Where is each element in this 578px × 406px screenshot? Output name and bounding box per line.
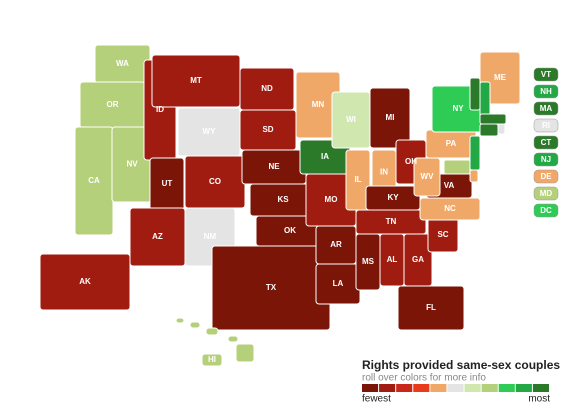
- state-key-label: MD: [540, 189, 553, 198]
- state-key-box[interactable]: [533, 118, 559, 133]
- state-label: CA: [88, 176, 100, 185]
- state-label: ND: [261, 84, 273, 93]
- state-label: NM: [204, 232, 217, 241]
- state-label: GA: [412, 255, 424, 264]
- small-state-keys: VT NH MA RI CT NJ DE MD DC: [533, 67, 559, 218]
- legend: Rights provided same-sex couples roll ov…: [362, 358, 560, 405]
- state-label: IN: [380, 168, 388, 177]
- state-shape[interactable]: [397, 285, 465, 331]
- state-label: MT: [190, 76, 202, 85]
- state-label-box: [201, 353, 223, 367]
- legend-subtitle: roll over colors for more info: [362, 373, 486, 384]
- state-label: IA: [321, 152, 329, 161]
- state-label: WA: [116, 59, 129, 68]
- legend-swatch[interactable]: [498, 384, 515, 392]
- state-label: KS: [277, 195, 289, 204]
- legend-swatch[interactable]: [532, 384, 549, 392]
- state-label: FL: [426, 303, 436, 312]
- state-label: KY: [387, 193, 399, 202]
- state-key-label: DC: [540, 206, 552, 215]
- legend-swatch[interactable]: [447, 384, 464, 392]
- state-label: WY: [203, 127, 217, 136]
- state-shape[interactable]: [469, 169, 479, 183]
- state-shape[interactable]: [235, 343, 255, 363]
- state-key-label: NH: [540, 87, 552, 96]
- state-key-label: NJ: [541, 155, 551, 164]
- state-label: TN: [386, 217, 397, 226]
- state-label: UT: [162, 179, 173, 188]
- state-label: SC: [437, 230, 448, 239]
- legend-swatch[interactable]: [413, 384, 430, 392]
- state-label: MI: [386, 113, 395, 122]
- state-label: AK: [79, 277, 91, 286]
- state-label: NY: [452, 104, 464, 113]
- state-label: OH: [405, 157, 417, 166]
- state-label: MO: [325, 195, 338, 204]
- state-key-box[interactable]: [533, 101, 559, 116]
- legend-swatch[interactable]: [464, 384, 481, 392]
- state-label: ID: [156, 105, 164, 114]
- state-label: MN: [312, 100, 325, 109]
- state-key-label: MA: [540, 104, 553, 113]
- legend-swatch[interactable]: [481, 384, 498, 392]
- state-key-box[interactable]: [533, 203, 559, 218]
- state-label: WI: [346, 115, 356, 124]
- legend-swatch[interactable]: [396, 384, 413, 392]
- state-label: VA: [444, 181, 455, 190]
- state-label: MS: [362, 257, 375, 266]
- state-labels: WA OR CA NV ID MT WY UT CO AZ NM ND SD NE KS OK TX MN IA MO…: [79, 59, 506, 364]
- state-shape[interactable]: [369, 87, 411, 149]
- legend-swatch[interactable]: [430, 384, 447, 392]
- state-shape[interactable]: [205, 327, 219, 336]
- state-label: SD: [262, 125, 273, 134]
- legend-high: most: [528, 394, 550, 405]
- state-label: LA: [333, 279, 344, 288]
- state-label: IL: [354, 175, 361, 184]
- state-shape[interactable]: [479, 113, 507, 125]
- legend-swatch[interactable]: [379, 384, 396, 392]
- state-label: TX: [266, 283, 277, 292]
- state-label: NE: [268, 162, 280, 171]
- state-shapes: [39, 44, 521, 367]
- state-key-label: DE: [540, 172, 552, 181]
- state-key-box[interactable]: [533, 169, 559, 184]
- state-label: PA: [446, 139, 457, 148]
- state-label: HI: [208, 355, 216, 364]
- state-shape[interactable]: [227, 335, 239, 343]
- state-label: OK: [284, 226, 296, 235]
- state-label: ME: [494, 73, 507, 82]
- state-label: CO: [209, 177, 221, 186]
- state-shape[interactable]: [175, 317, 185, 324]
- legend-low: fewest: [362, 394, 391, 405]
- state-shape[interactable]: [497, 123, 506, 135]
- state-key-box[interactable]: [533, 84, 559, 99]
- state-label: NC: [444, 204, 456, 213]
- state-shape[interactable]: [39, 253, 131, 311]
- state-key-box[interactable]: [533, 135, 559, 150]
- state-shape[interactable]: [469, 135, 481, 171]
- state-label: AZ: [152, 232, 163, 241]
- state-label: NV: [126, 160, 138, 169]
- legend-swatch[interactable]: [362, 384, 379, 392]
- state-shape[interactable]: [189, 321, 201, 329]
- state-label: WV: [421, 172, 435, 181]
- state-key-label: RI: [542, 121, 550, 130]
- state-key-box[interactable]: [533, 152, 559, 167]
- legend-title: Rights provided same-sex couples: [362, 358, 560, 372]
- state-key-box[interactable]: [533, 67, 559, 82]
- state-shape[interactable]: [443, 159, 471, 175]
- state-key-label: CT: [541, 138, 552, 147]
- state-label: AR: [330, 240, 342, 249]
- state-key-label: VT: [541, 70, 551, 79]
- state-label: OR: [107, 100, 119, 109]
- state-shape[interactable]: [469, 77, 481, 111]
- state-shape[interactable]: [479, 123, 499, 137]
- legend-swatch[interactable]: [515, 384, 532, 392]
- state-key-box[interactable]: [533, 186, 559, 201]
- state-shape[interactable]: [479, 81, 491, 117]
- state-label: AL: [387, 255, 398, 264]
